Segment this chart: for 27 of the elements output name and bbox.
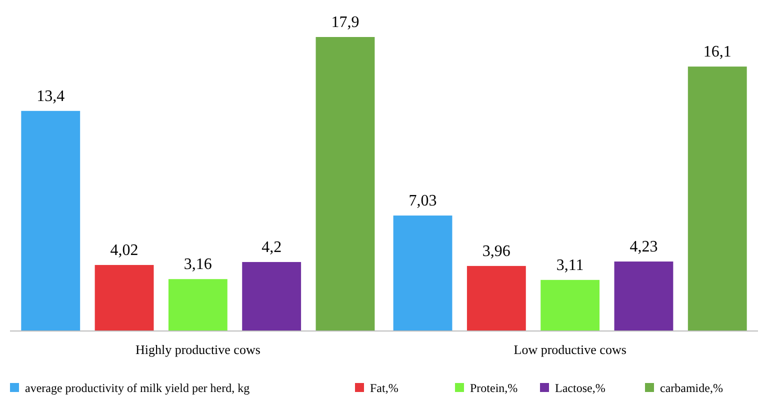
legend-label: carbamide,% [660,381,723,395]
data-label: 7,03 [408,192,437,210]
legend-label: Protein,% [470,381,518,395]
bar [316,37,375,331]
x-tick-label: Highly productive cows [135,342,260,358]
data-label: 3,16 [184,256,212,274]
data-label: 17,9 [331,14,360,31]
bar [466,266,526,331]
data-label: 3,11 [556,256,584,274]
bar [21,110,80,331]
bar [94,264,154,331]
data-label: 4,02 [110,242,138,259]
bar [168,279,228,331]
legend-label: average productivity of milk yield per herd, kg [25,381,250,395]
data-label: 16,1 [703,44,732,61]
bar [614,262,674,331]
data-label: 3,96 [482,242,510,260]
legend-label: Lactose,% [555,381,606,395]
bar [242,262,302,331]
bar [540,280,600,331]
data-label: 13,4 [36,88,65,105]
legend-label: Fat,% [370,381,398,395]
x-tick-label: Low productive cows [514,342,626,358]
data-label: 4,23 [630,238,658,256]
bar [688,66,747,331]
data-label: 4,2 [262,239,282,256]
bar [393,216,452,331]
